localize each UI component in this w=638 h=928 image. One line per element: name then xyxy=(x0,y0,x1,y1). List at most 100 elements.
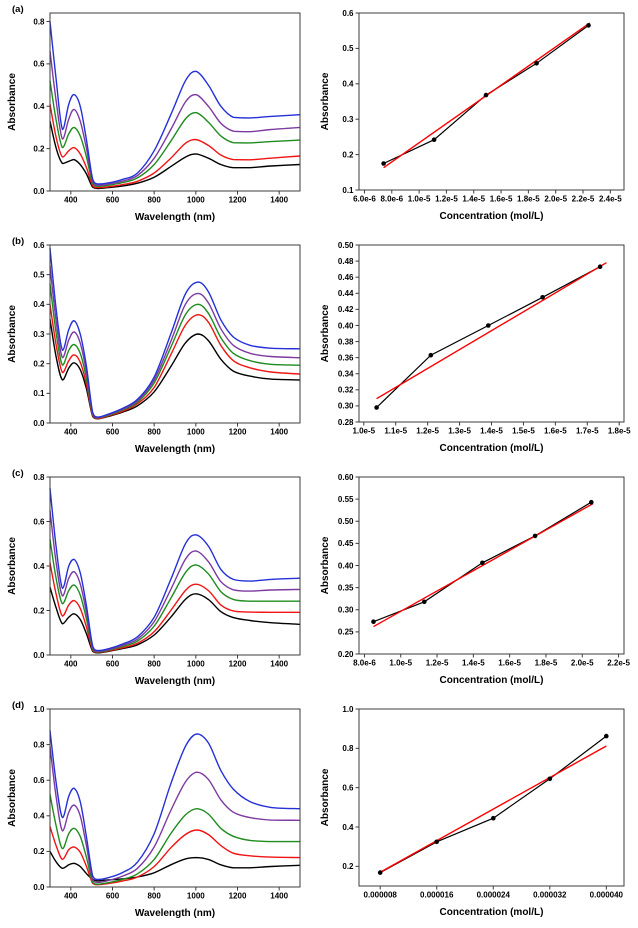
x-tick-label: 1200 xyxy=(229,428,247,437)
y-tick-label: 0.0 xyxy=(33,883,45,892)
plot-frame xyxy=(358,708,625,887)
calibration-chart-a: 6.0e-6 8.0e-6 1.0e-5 1.2e-5 1.4e-5 1.6e-5 1.8e… xyxy=(320,9,625,222)
x-tick-label: 1200 xyxy=(229,660,247,669)
x-tick-label: 800 xyxy=(147,660,161,669)
curve-purple xyxy=(49,51,301,187)
x-tick-label: 2.2e-5 xyxy=(572,195,595,204)
y-tick-label: 0.44 xyxy=(338,289,354,298)
y-tick-label: 0.48 xyxy=(338,257,354,266)
spectra-chart-c: 400 600 800 1000 1200 1400 0.0 0.2 0.4 0.6 0.8 Wave… xyxy=(7,473,301,687)
x-tick-label: 1200 xyxy=(229,892,247,901)
y-tick-label: 0.5 xyxy=(33,270,45,279)
x-tick-label: 1400 xyxy=(270,660,288,669)
y-tick-label: 0.1 xyxy=(342,186,354,195)
x-axis-title: Concentration (mol/L) xyxy=(440,211,544,222)
x-tick-label: 1400 xyxy=(270,892,288,901)
x-tick-label: 1.8e-5 xyxy=(535,659,558,668)
x-tick-label: 1.7e-5 xyxy=(576,427,599,436)
plot-frame xyxy=(358,476,625,655)
calibration-chart-c: 8.0e-6 1.0e-5 1.2e-5 1.4e-5 1.6e-5 1.8e-5 2.0e… xyxy=(320,473,630,686)
data-point-marker xyxy=(540,295,545,300)
plot-frame xyxy=(358,12,625,191)
y-tick-label: 0.55 xyxy=(338,495,354,504)
data-connect-line xyxy=(379,735,607,874)
x-tick-label: 1.2e-5 xyxy=(435,195,458,204)
y-tick-label: 0.8 xyxy=(342,744,354,753)
x-tick-label: 0.000032 xyxy=(533,891,567,900)
curve-black xyxy=(49,586,301,654)
x-axis-title: Concentration (mol/L) xyxy=(440,675,544,686)
curve-red xyxy=(49,826,301,886)
x-tick-label: 1.1e-5 xyxy=(384,427,407,436)
y-axis-title: Absorbance xyxy=(320,768,331,826)
x-tick-label: 1.0e-5 xyxy=(389,659,412,668)
y-tick-label: 0.60 xyxy=(338,473,354,482)
data-point-marker xyxy=(486,323,491,328)
x-tick-label: 1.0e-5 xyxy=(408,195,431,204)
x-tick-label: 6.0e-6 xyxy=(353,195,376,204)
curve-blue xyxy=(49,247,301,418)
x-tick-label: 1400 xyxy=(270,196,288,205)
data-connect-line xyxy=(376,266,601,408)
y-tick-label: 0.0 xyxy=(33,419,45,428)
panel-label-c: (c) xyxy=(12,468,24,479)
y-tick-label: 0.5 xyxy=(342,44,354,53)
data-point-marker xyxy=(483,92,489,98)
y-tick-label: 0.46 xyxy=(338,273,354,282)
x-tick-label: 1.0e-5 xyxy=(352,427,375,436)
x-tick-label: 1.4e-5 xyxy=(462,659,485,668)
x-tick-label: 800 xyxy=(147,196,161,205)
x-tick-label: 1.2e-5 xyxy=(426,659,449,668)
data-point-marker xyxy=(532,533,538,539)
x-tick-label: 400 xyxy=(64,660,78,669)
y-tick-label: 0.36 xyxy=(338,353,354,362)
x-tick-label: 600 xyxy=(106,660,120,669)
curve-red xyxy=(49,103,301,189)
x-tick-label: 8.0e-6 xyxy=(353,659,376,668)
data-point-marker xyxy=(434,839,439,845)
y-tick-label: 0.50 xyxy=(338,241,354,250)
x-tick-label: 600 xyxy=(106,428,120,437)
y-tick-label: 0.4 xyxy=(33,812,45,821)
panel-label-a: (a) xyxy=(12,4,24,15)
panel-c-calibration-cell: 8.0e-6 1.0e-5 1.2e-5 1.4e-5 1.6e-5 1.8e-5 2.0e… xyxy=(318,464,638,696)
curve-purple xyxy=(49,265,301,419)
x-tick-label: 1.6e-5 xyxy=(498,659,521,668)
y-tick-label: 0.6 xyxy=(33,60,45,69)
plot-frame xyxy=(358,244,625,423)
y-tick-label: 0.35 xyxy=(338,583,354,592)
curve-purple xyxy=(49,746,301,884)
x-tick-label: 1200 xyxy=(229,196,247,205)
panel-label-d: (d) xyxy=(12,700,25,711)
x-tick-label: 1000 xyxy=(187,196,205,205)
data-point-marker xyxy=(480,560,485,566)
x-tick-label: 1400 xyxy=(270,428,288,437)
x-tick-label: 600 xyxy=(106,892,120,901)
x-tick-label: 400 xyxy=(64,428,78,437)
y-tick-label: 0.38 xyxy=(338,337,354,346)
data-point-marker xyxy=(597,264,603,269)
y-tick-label: 0.8 xyxy=(33,473,45,482)
curve-green xyxy=(49,283,301,419)
x-tick-label: 1000 xyxy=(187,428,205,437)
y-tick-label: 0.4 xyxy=(33,300,45,309)
x-tick-label: 2.0e-5 xyxy=(544,195,567,204)
plot-frame xyxy=(49,708,301,888)
x-tick-label: 2.2e-5 xyxy=(607,659,630,668)
panel-d-spectra-cell: (d) 400 600 800 1000 1200 1400 0.0 0.2 0.4 0.6 0.8… xyxy=(0,696,318,928)
y-tick-label: 0.1 xyxy=(33,389,45,398)
y-axis-title: Absorbance xyxy=(7,73,18,131)
data-point-marker xyxy=(534,61,539,66)
x-tick-label: 0.000040 xyxy=(590,891,624,900)
data-point-marker xyxy=(381,161,386,166)
x-tick-label: 2.4e-5 xyxy=(599,195,622,204)
data-point-marker xyxy=(586,23,591,28)
y-tick-label: 0.3 xyxy=(342,115,354,124)
curve-green xyxy=(49,794,300,885)
y-tick-label: 0.6 xyxy=(33,517,45,526)
data-point-marker xyxy=(547,776,553,782)
x-axis-title: Wavelength (nm) xyxy=(135,444,215,455)
y-tick-label: 0.42 xyxy=(338,305,354,314)
panel-b-spectra-cell: (b) 400 600 800 1000 1200 1400 0.0 0.1 0.2 0.3 0.4… xyxy=(0,232,318,464)
linear-fit-line xyxy=(373,502,594,628)
